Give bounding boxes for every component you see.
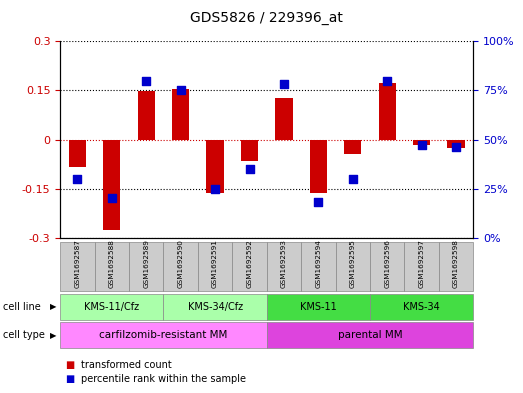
Bar — [275, 98, 292, 140]
Point — [73, 176, 82, 182]
Text: ▶: ▶ — [50, 331, 56, 340]
Bar — [207, 140, 224, 193]
Point — [142, 77, 151, 84]
Text: ■: ■ — [65, 360, 75, 370]
Text: ▶: ▶ — [50, 303, 56, 311]
Bar — [138, 91, 155, 140]
Bar — [310, 140, 327, 193]
Text: KMS-11/Cfz: KMS-11/Cfz — [84, 302, 139, 312]
Text: transformed count: transformed count — [81, 360, 172, 370]
Point — [211, 185, 219, 192]
Text: GSM1692592: GSM1692592 — [246, 239, 253, 288]
Bar — [172, 89, 189, 140]
Point — [108, 195, 116, 202]
Text: cell type: cell type — [3, 330, 44, 340]
Text: GDS5826 / 229396_at: GDS5826 / 229396_at — [190, 11, 343, 25]
Point — [176, 87, 185, 94]
Text: GSM1692594: GSM1692594 — [315, 239, 321, 288]
Text: GSM1692589: GSM1692589 — [143, 239, 149, 288]
Point — [280, 81, 288, 88]
Text: ■: ■ — [65, 374, 75, 384]
Point — [452, 144, 460, 151]
Bar — [69, 140, 86, 167]
Text: GSM1692591: GSM1692591 — [212, 239, 218, 288]
Bar — [241, 140, 258, 161]
Text: KMS-34/Cfz: KMS-34/Cfz — [188, 302, 243, 312]
Text: GSM1692588: GSM1692588 — [109, 239, 115, 288]
Bar — [448, 140, 465, 148]
Point — [245, 166, 254, 172]
Text: GSM1692595: GSM1692595 — [350, 239, 356, 288]
Text: GSM1692598: GSM1692598 — [453, 239, 459, 288]
Text: GSM1692593: GSM1692593 — [281, 239, 287, 288]
Bar — [413, 140, 430, 145]
Text: GSM1692597: GSM1692597 — [419, 239, 425, 288]
Text: GSM1692590: GSM1692590 — [178, 239, 184, 288]
Bar — [103, 140, 120, 230]
Text: carfilzomib-resistant MM: carfilzomib-resistant MM — [99, 330, 228, 340]
Text: GSM1692587: GSM1692587 — [74, 239, 81, 288]
Bar — [379, 83, 396, 140]
Text: KMS-34: KMS-34 — [403, 302, 440, 312]
Text: parental MM: parental MM — [338, 330, 402, 340]
Point — [383, 77, 391, 84]
Bar — [344, 140, 361, 154]
Point — [417, 142, 426, 149]
Text: cell line: cell line — [3, 302, 40, 312]
Point — [349, 176, 357, 182]
Text: GSM1692596: GSM1692596 — [384, 239, 390, 288]
Text: KMS-11: KMS-11 — [300, 302, 337, 312]
Text: percentile rank within the sample: percentile rank within the sample — [81, 374, 246, 384]
Point — [314, 199, 323, 206]
